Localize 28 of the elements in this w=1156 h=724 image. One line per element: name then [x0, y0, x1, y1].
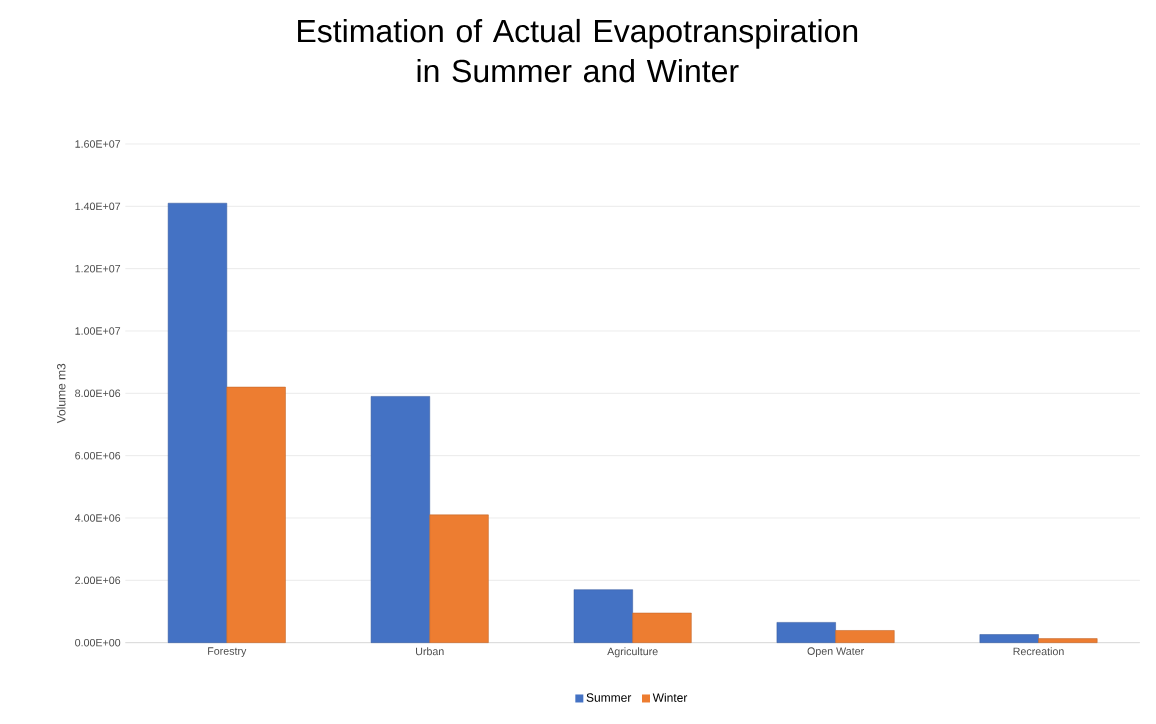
x-tick-label: Agriculture — [607, 647, 658, 658]
bar — [632, 612, 692, 643]
y-axis-title: Volume m3 — [56, 363, 66, 424]
x-tick-label: Forestry — [208, 647, 247, 657]
bar — [226, 386, 286, 643]
bar — [776, 622, 836, 643]
chart-title: Estimation of Actual Evapotranspiration in Summer and Winter — [298, 18, 858, 83]
y-tick-label: 0.00E+00 — [75, 638, 121, 647]
y-tick-label: 1.60E+07 — [75, 140, 121, 148]
bar — [979, 634, 1039, 643]
y-tick-label: 1.00E+07 — [75, 327, 121, 335]
bar — [429, 514, 489, 643]
legend-label: Summer — [586, 693, 632, 702]
y-tick-label: 4.00E+06 — [74, 514, 121, 522]
y-tick-label: 6.00E+06 — [75, 451, 121, 460]
x-tick-label: Urban — [416, 647, 444, 656]
y-tick-label: 2.00E+06 — [75, 576, 121, 585]
bar — [370, 396, 431, 643]
bar — [573, 589, 633, 643]
bar — [835, 630, 895, 643]
legend-label: Winter — [652, 693, 688, 702]
y-tick-label: 8.00E+06 — [75, 389, 121, 398]
bar — [167, 202, 228, 643]
x-tick-label: Open Water — [807, 647, 864, 658]
y-tick-label: 1.20E+07 — [75, 264, 121, 273]
bar — [1038, 638, 1098, 643]
x-tick-label: Recreation — [1013, 647, 1064, 656]
y-tick-label: 1.40E+07 — [75, 202, 121, 211]
